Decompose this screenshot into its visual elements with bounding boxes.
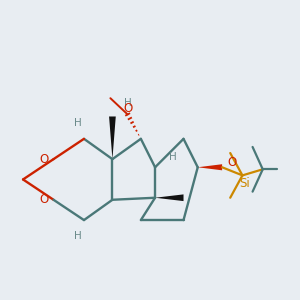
Text: O: O [228, 156, 237, 169]
Text: O: O [123, 103, 132, 116]
Text: H: H [169, 152, 177, 162]
Polygon shape [109, 116, 116, 159]
Text: O: O [40, 153, 49, 166]
Text: H: H [74, 118, 82, 128]
Polygon shape [155, 194, 184, 201]
Text: H: H [124, 98, 131, 108]
Text: H: H [74, 231, 82, 241]
Text: Si: Si [239, 177, 250, 190]
Text: O: O [40, 193, 49, 206]
Polygon shape [198, 164, 222, 170]
